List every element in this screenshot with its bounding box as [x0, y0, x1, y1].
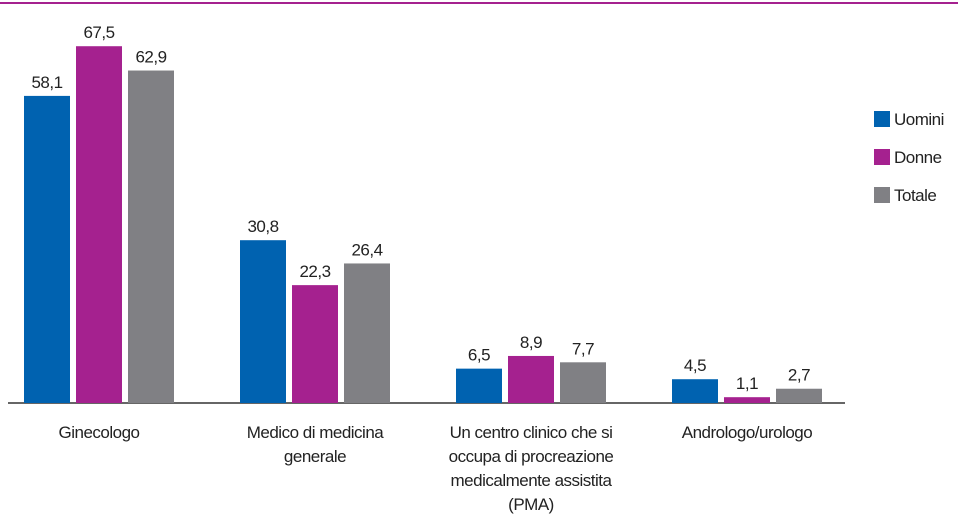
data-label: 67,5: [83, 23, 114, 42]
bar: [292, 285, 338, 403]
bar: [508, 355, 554, 403]
legend-swatch: [874, 149, 890, 165]
bar: [128, 70, 174, 404]
data-label: 22,3: [299, 262, 330, 281]
data-label: 1,1: [736, 374, 758, 393]
data-label: 7,7: [572, 339, 594, 358]
data-label: 2,7: [788, 366, 810, 385]
bar: [344, 263, 390, 403]
data-label: 30,8: [247, 217, 278, 236]
legend-label: Uomini: [894, 110, 944, 129]
legend-label: Donne: [894, 148, 942, 167]
x-tick-label: Ginecologo: [58, 423, 140, 442]
data-label: 26,4: [351, 240, 382, 259]
bar: [76, 46, 122, 403]
bar: [672, 379, 718, 403]
legend-swatch: [874, 111, 890, 127]
bar: [24, 95, 70, 404]
legend-label: Totale: [894, 186, 936, 205]
x-tick-label: Un centro clinico che si occupa di procr…: [448, 423, 614, 514]
bar: [560, 362, 606, 403]
x-tick-label: Medico di medicina generale: [246, 423, 384, 466]
bar: [240, 240, 286, 403]
data-label: 58,1: [31, 73, 62, 92]
data-label: 8,9: [520, 333, 542, 352]
data-label: 6,5: [468, 346, 490, 365]
x-tick-label: Andrologo/urologo: [681, 423, 813, 442]
bar: [456, 368, 502, 403]
legend-swatch: [874, 187, 890, 203]
data-label: 62,9: [135, 48, 166, 67]
bar: [776, 388, 822, 403]
data-label: 4,5: [684, 356, 706, 375]
bar: [724, 397, 770, 403]
